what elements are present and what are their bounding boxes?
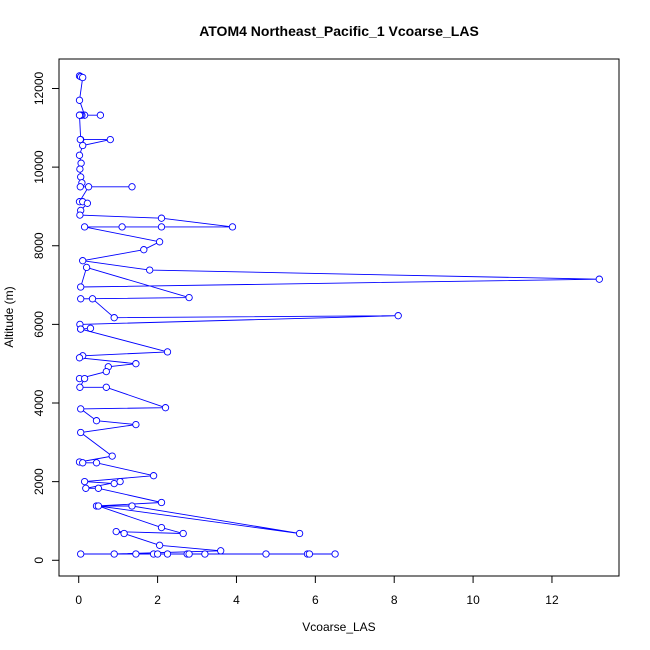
data-point <box>394 312 402 320</box>
data-point <box>92 459 101 467</box>
data-point <box>94 502 103 510</box>
data-point <box>77 159 85 167</box>
data-point <box>77 173 85 181</box>
data-point <box>157 498 166 507</box>
data-point <box>77 325 85 333</box>
data-point <box>83 199 92 207</box>
data-point <box>201 550 209 558</box>
y-axis-label: Altitude (m) <box>2 286 16 347</box>
data-point <box>94 484 103 492</box>
data-point <box>84 183 93 191</box>
data-point <box>331 550 339 558</box>
data-point <box>149 472 158 480</box>
data-point <box>77 283 85 291</box>
data-point <box>80 477 89 486</box>
data-point <box>185 293 193 302</box>
data-point <box>80 374 89 383</box>
x-tick-label: 6 <box>312 593 319 607</box>
data-point <box>295 529 304 538</box>
y-tick-label: 4000 <box>32 389 46 416</box>
data-point <box>305 550 314 558</box>
data-point <box>106 135 114 144</box>
data-point <box>96 111 105 119</box>
data-point <box>76 211 84 219</box>
data-point <box>185 550 193 558</box>
data-point <box>118 223 126 231</box>
data-point <box>132 360 140 368</box>
data-point <box>161 404 170 412</box>
data-point <box>163 348 172 356</box>
data-point <box>77 295 85 303</box>
data-point <box>75 96 84 104</box>
data-point <box>110 314 118 322</box>
x-tick-label: 0 <box>75 593 82 607</box>
x-axis: 0 2 4 6 8 10 12 <box>75 575 559 607</box>
x-tick-label: 2 <box>154 593 161 607</box>
y-tick-label: 2000 <box>32 468 46 495</box>
y-tick-label: 0 <box>32 557 46 564</box>
data-point <box>179 529 187 538</box>
data-point <box>102 367 110 376</box>
data-point <box>217 547 225 555</box>
data-point <box>102 383 110 391</box>
data-point <box>228 223 237 231</box>
y-tick-label: 6000 <box>32 311 46 338</box>
data-point <box>262 550 270 558</box>
data-point <box>128 183 136 191</box>
chart-title: ATOM4 Northeast_Pacific_1 Vcoarse_LAS <box>199 23 479 39</box>
x-tick-label: 4 <box>233 593 240 607</box>
data-point <box>116 477 124 486</box>
x-axis-label: Vcoarse_LAS <box>302 620 375 634</box>
data-point <box>79 459 87 467</box>
data-point <box>108 452 116 460</box>
data-point <box>75 151 84 159</box>
y-axis: 0 2000 4000 6000 8000 10000 12000 <box>32 71 60 564</box>
data-point <box>155 238 164 246</box>
data-point <box>140 246 148 254</box>
data-point <box>128 502 136 510</box>
x-tick-label: 10 <box>466 593 480 607</box>
series-line <box>78 75 600 555</box>
data-point <box>146 266 154 274</box>
y-tick-label: 12000 <box>32 71 46 105</box>
data-point <box>76 135 84 144</box>
data-point <box>110 550 118 558</box>
data-point <box>79 141 87 150</box>
x-tick-label: 12 <box>545 593 559 607</box>
y-tick-label: 10000 <box>32 150 46 184</box>
data-point <box>80 223 89 231</box>
data-point <box>112 527 120 536</box>
data-point <box>595 275 603 283</box>
data-point <box>132 420 140 429</box>
series-layer <box>75 72 603 558</box>
data-point <box>92 417 101 425</box>
data-point <box>76 165 84 173</box>
data-point <box>88 295 97 303</box>
data-point <box>157 523 166 532</box>
data-point <box>82 263 91 272</box>
data-point <box>120 529 128 538</box>
data-point <box>157 214 166 222</box>
data-point <box>77 550 85 558</box>
data-point <box>86 324 95 332</box>
data-point <box>75 354 84 362</box>
y-tick-label: 8000 <box>32 232 46 259</box>
data-point <box>77 405 85 413</box>
data-point <box>110 479 118 488</box>
data-point <box>76 183 84 191</box>
data-point <box>132 550 140 558</box>
data-point <box>75 111 84 119</box>
data-point <box>77 428 85 437</box>
data-point <box>79 73 87 82</box>
x-tick-label: 8 <box>391 593 398 607</box>
data-point <box>163 550 172 558</box>
data-point <box>153 550 162 558</box>
data-point <box>155 541 164 549</box>
data-point <box>82 484 90 492</box>
data-point <box>157 223 166 231</box>
data-point <box>79 257 87 265</box>
data-point <box>76 383 84 391</box>
